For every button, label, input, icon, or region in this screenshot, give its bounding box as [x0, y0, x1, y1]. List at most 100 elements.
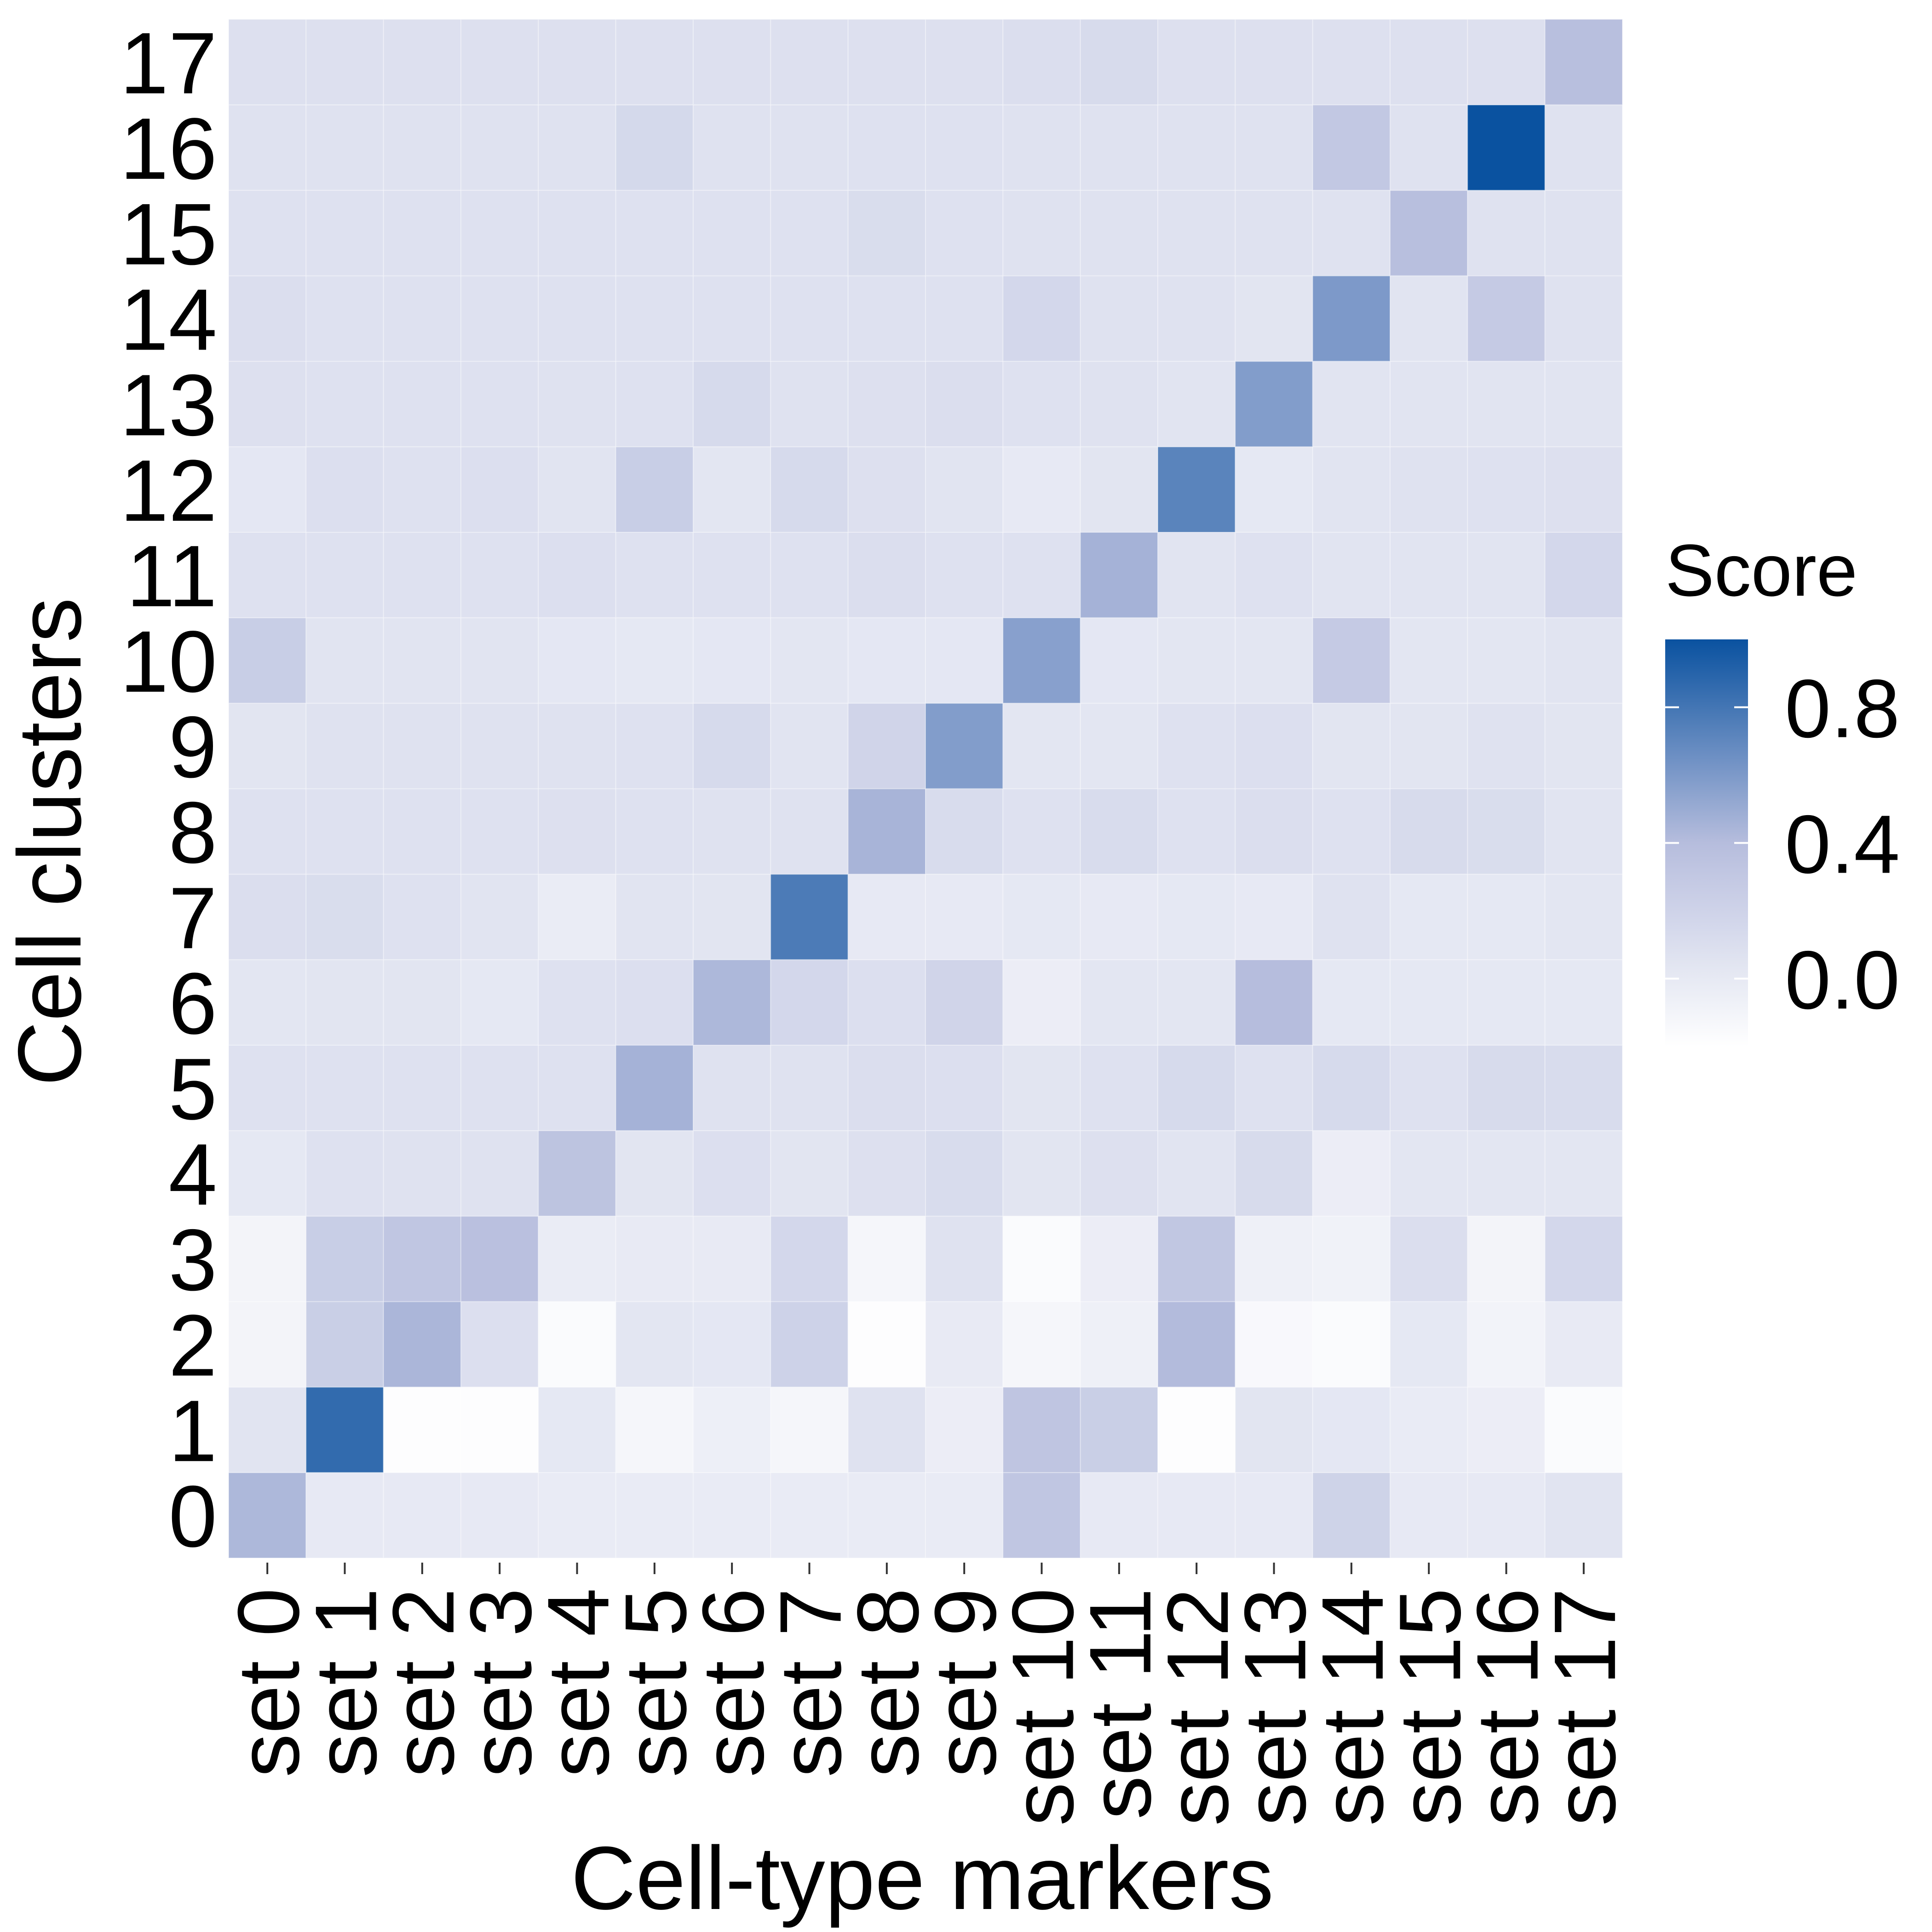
heatmap-cell: [1312, 532, 1391, 618]
heatmap-cell: [1002, 617, 1081, 704]
heatmap-cell: [1312, 1301, 1391, 1388]
heatmap-cell: [305, 1386, 384, 1473]
heatmap-cell: [538, 617, 616, 704]
heatmap-cell: [1390, 275, 1468, 362]
heatmap-cell: [460, 19, 539, 105]
heatmap-cell: [847, 617, 926, 704]
heatmap-cell: [1080, 1472, 1159, 1559]
heatmap-cell: [770, 1130, 849, 1217]
heatmap-cell: [615, 190, 694, 276]
heatmap-cell: [847, 275, 926, 362]
heatmap-cell: [1002, 1130, 1081, 1217]
heatmap-cell: [615, 19, 694, 105]
heatmap-cell: [383, 1386, 462, 1473]
heatmap-cell: [228, 1215, 307, 1302]
heatmap-cell: [770, 361, 849, 448]
heatmap-cell: [770, 275, 849, 362]
heatmap-cell: [1002, 1215, 1081, 1302]
y-tick-label: 4: [168, 1126, 217, 1224]
heatmap-cell: [1467, 1301, 1546, 1388]
x-tick-label: set 0: [220, 1588, 317, 1777]
x-tick-label: set 1: [298, 1588, 395, 1777]
heatmap-cell: [693, 104, 771, 191]
heatmap-cell: [460, 1472, 539, 1559]
heatmap-cell: [1467, 1472, 1546, 1559]
x-tick-label: set 14: [1304, 1588, 1402, 1826]
x-tick-label: set 16: [1459, 1588, 1557, 1826]
x-tick-label: set 11: [1072, 1588, 1169, 1819]
heatmap-cell: [538, 1045, 616, 1131]
heatmap-cell: [1157, 788, 1236, 875]
heatmap-cell: [847, 190, 926, 276]
heatmap-cell: [1467, 959, 1546, 1046]
heatmap-cell: [1312, 1472, 1391, 1559]
heatmap-cell: [1080, 1215, 1159, 1302]
heatmap-cell: [1235, 617, 1313, 704]
heatmap-cell: [1467, 361, 1546, 448]
heatmap-cell: [1235, 532, 1313, 618]
heatmap-cell: [1390, 788, 1468, 875]
heatmap-cell: [770, 788, 849, 875]
heatmap-cell: [228, 702, 307, 789]
heatmap-cell: [460, 702, 539, 789]
heatmap-cell: [1235, 275, 1313, 362]
heatmap-cell: [460, 788, 539, 875]
heatmap-cell: [228, 617, 307, 704]
heatmap-cell: [1312, 1386, 1391, 1473]
heatmap-cell: [1544, 1472, 1623, 1559]
heatmap-cell: [228, 532, 307, 618]
heatmap-cell: [925, 874, 1004, 960]
heatmap-cell: [1390, 874, 1468, 960]
heatmap-cell: [693, 275, 771, 362]
heatmap-cell: [1157, 959, 1236, 1046]
heatmap-cell: [1235, 104, 1313, 191]
heatmap-cell: [1157, 104, 1236, 191]
heatmap-cell: [847, 702, 926, 789]
heatmap-cell: [1080, 959, 1159, 1046]
y-tick-label: 15: [120, 186, 217, 283]
heatmap-cell: [305, 1045, 384, 1131]
heatmap-cell: [847, 1301, 926, 1388]
heatmap-cell: [383, 104, 462, 191]
heatmap-cell: [1080, 361, 1159, 448]
y-tick-label: 5: [168, 1041, 217, 1138]
heatmap-cell: [1544, 617, 1623, 704]
heatmap-cell: [693, 1215, 771, 1302]
heatmap-cell: [693, 702, 771, 789]
heatmap-cell: [615, 702, 694, 789]
heatmap-cell: [1235, 1472, 1313, 1559]
heatmap-cell: [460, 1301, 539, 1388]
heatmap-cell: [1312, 1215, 1391, 1302]
heatmap-cell: [693, 1301, 771, 1388]
heatmap-cell: [1312, 361, 1391, 448]
heatmap-cell: [383, 446, 462, 533]
heatmap-cell: [1390, 1130, 1468, 1217]
heatmap-cell: [460, 617, 539, 704]
x-tick-label: set 8: [840, 1588, 937, 1777]
y-axis-label: Cell clusters: [0, 598, 100, 1086]
heatmap-cell: [1544, 1130, 1623, 1217]
heatmap-cell: [1390, 1301, 1468, 1388]
x-tick-label: set 9: [917, 1588, 1014, 1777]
heatmap-cell: [1157, 1130, 1236, 1217]
y-tick-label: 14: [120, 271, 217, 368]
y-tick-label: 11: [126, 528, 217, 625]
heatmap-cell: [1235, 1386, 1313, 1473]
heatmap-cell: [1544, 788, 1623, 875]
heatmap-cell: [460, 190, 539, 276]
heatmap-cell: [1235, 1301, 1313, 1388]
x-tick-label: set 3: [452, 1588, 550, 1777]
heatmap-cell: [1002, 190, 1081, 276]
heatmap-cell: [693, 1472, 771, 1559]
heatmap-cell: [1390, 446, 1468, 533]
heatmap-cell: [1080, 532, 1159, 618]
y-tick-label: 3: [168, 1212, 217, 1309]
heatmap-cell: [1002, 959, 1081, 1046]
heatmap-cell: [770, 702, 849, 789]
heatmap-cell: [460, 1130, 539, 1217]
heatmap-cell: [538, 361, 616, 448]
heatmap-cell: [770, 190, 849, 276]
heatmap-cell: [1312, 1045, 1391, 1131]
heatmap-cell: [1002, 1045, 1081, 1131]
